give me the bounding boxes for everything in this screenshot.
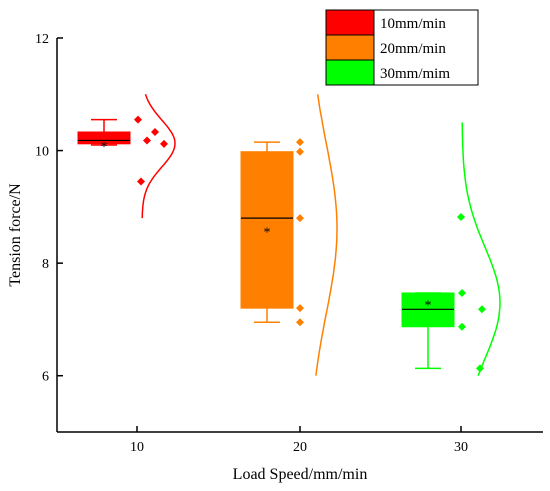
data-point	[134, 115, 142, 124]
x-tick-label: 30	[454, 440, 468, 455]
data-point	[296, 214, 304, 223]
box-group: *	[401, 212, 486, 373]
data-point	[151, 127, 159, 136]
distribution-curve	[141, 94, 176, 219]
data-point	[296, 147, 304, 156]
box	[77, 131, 131, 145]
legend-swatch	[325, 34, 375, 61]
data-point	[296, 304, 304, 313]
y-tick-label: 6	[42, 370, 49, 385]
mean-marker: *	[101, 140, 108, 155]
y-axis-title: Tension force/N	[7, 183, 24, 287]
legend-label: 10mm/min	[380, 16, 446, 32]
data-point	[137, 177, 145, 186]
data-point	[296, 138, 304, 147]
data-point	[296, 318, 304, 327]
plot-area: * * *	[77, 94, 501, 376]
x-tick-label: 10	[130, 440, 144, 455]
x-axis-title: Load Speed/mm/min	[233, 466, 368, 483]
data-point	[160, 139, 168, 148]
data-point	[458, 288, 466, 297]
legend-swatch	[325, 59, 375, 86]
box	[240, 151, 294, 309]
legend-swatch	[325, 9, 375, 36]
x-tick-label: 20	[293, 440, 307, 455]
y-tick-label: 8	[42, 257, 49, 272]
data-point	[458, 322, 466, 331]
legend-label: 30mm/mim	[380, 66, 450, 82]
axes: 6 8 10 12 10 20 30 Load Speed/mm/min Tension for…	[7, 32, 543, 483]
y-tick-label: 12	[35, 32, 49, 47]
legend-label: 20mm/min	[380, 41, 446, 57]
legend: 10mm/min 20mm/min 30mm/mim	[325, 9, 479, 86]
distribution-curve	[315, 94, 338, 376]
data-point	[457, 212, 465, 221]
data-point	[478, 305, 486, 314]
box-group: *	[240, 138, 304, 327]
box-group: *	[77, 115, 168, 186]
mean-marker: *	[264, 225, 271, 240]
data-point	[143, 136, 151, 145]
mean-marker: *	[425, 299, 432, 314]
distribution-curve	[461, 122, 501, 376]
y-tick-label: 10	[35, 145, 49, 160]
